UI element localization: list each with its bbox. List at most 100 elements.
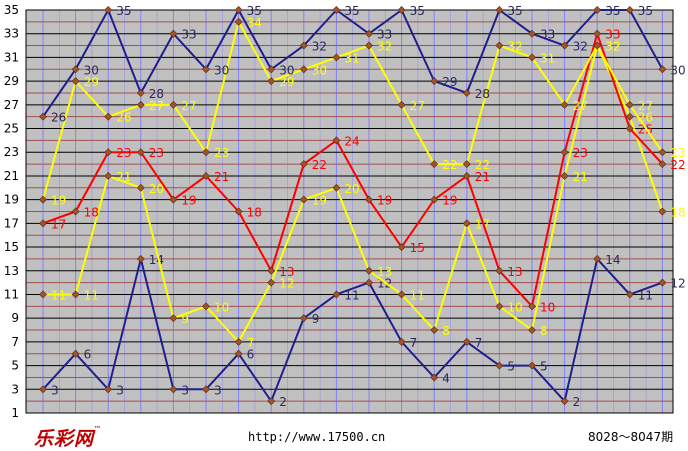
data-point (462, 171, 471, 180)
data-label: 13 (377, 265, 392, 279)
data-label: 30 (84, 63, 99, 77)
y-tick-label: 21 (4, 169, 19, 183)
y-tick-label: 27 (4, 98, 19, 112)
data-label: 17 (51, 217, 66, 231)
data-label: 13 (507, 265, 522, 279)
data-point (365, 29, 373, 38)
data-label: 28 (149, 87, 164, 101)
data-point (365, 266, 373, 275)
data-point (462, 89, 471, 97)
data-label: 4 (442, 371, 450, 385)
data-point (593, 29, 602, 38)
data-point (528, 326, 536, 334)
data-point (560, 100, 569, 109)
data-label: 5 (540, 360, 548, 374)
data-point (430, 195, 439, 204)
data-label: 32 (507, 40, 522, 54)
y-tick-label: 15 (4, 240, 19, 254)
data-label: 30 (312, 63, 327, 77)
data-label: 23 (670, 146, 685, 160)
data-point (560, 41, 569, 50)
data-label: 7 (410, 336, 418, 350)
y-tick-label: 1 (11, 406, 19, 420)
data-label: 26 (116, 111, 131, 125)
data-label: 21 (475, 170, 490, 184)
data-label: 23 (573, 146, 588, 160)
data-point (234, 349, 243, 358)
data-point (39, 290, 47, 299)
data-point (593, 6, 602, 14)
data-label: 12 (279, 277, 294, 291)
y-tick-label: 31 (4, 50, 19, 64)
data-point (658, 207, 667, 216)
data-point (299, 195, 308, 204)
data-point (430, 326, 439, 334)
data-label: 35 (116, 4, 131, 18)
data-label: 27 (149, 99, 164, 113)
data-label: 27 (410, 99, 425, 113)
data-point (495, 41, 504, 50)
data-label: 9 (312, 312, 320, 326)
data-point (169, 195, 178, 204)
y-tick-label: 35 (4, 3, 19, 17)
series-line (43, 44, 664, 343)
data-label: 11 (344, 288, 359, 302)
series-line (42, 32, 664, 308)
series-line (42, 9, 664, 118)
data-label: 6 (247, 348, 255, 362)
data-label: 10 (507, 300, 522, 314)
series-line (42, 20, 664, 200)
data-point (202, 171, 210, 180)
y-tick-label: 29 (4, 74, 19, 88)
data-label: 19 (377, 194, 392, 208)
data-label: 30 (214, 63, 229, 77)
data-point (299, 314, 308, 323)
data-point (71, 77, 80, 86)
data-label: 10 (214, 300, 229, 314)
site-url: http://www.17500.cn (248, 430, 386, 444)
data-point (332, 6, 341, 14)
data-point (495, 361, 504, 370)
data-label: 31 (344, 51, 359, 65)
data-point (495, 302, 504, 311)
data-label: 8 (540, 324, 548, 338)
data-point (39, 112, 47, 121)
data-label: 27 (638, 99, 653, 113)
data-label: 9 (181, 312, 189, 326)
data-point (528, 302, 536, 311)
issue-range: 8028～8047期 (588, 430, 674, 444)
data-label: 19 (442, 194, 457, 208)
data-label: 35 (410, 4, 425, 18)
data-point (71, 65, 80, 74)
data-label: 20 (149, 182, 164, 196)
data-label: 19 (181, 194, 196, 208)
data-label: 22 (312, 158, 327, 172)
data-label: 5 (507, 360, 515, 374)
data-label: 19 (312, 194, 327, 208)
data-point (332, 136, 341, 145)
data-point (365, 278, 373, 287)
data-label: 14 (149, 253, 164, 267)
data-point (495, 266, 504, 275)
data-point (560, 148, 569, 157)
data-label: 11 (51, 288, 66, 302)
data-label: 11 (84, 288, 99, 302)
data-label: 18 (670, 206, 685, 220)
data-point (625, 290, 634, 299)
data-point (169, 385, 178, 394)
data-point (332, 290, 341, 299)
data-label: 35 (638, 4, 653, 18)
data-point (658, 160, 667, 169)
data-point (397, 6, 406, 14)
data-label: 18 (84, 206, 99, 220)
data-label: 24 (344, 134, 359, 148)
data-point (136, 100, 145, 109)
data-point (462, 337, 471, 346)
data-point (397, 243, 406, 252)
data-label: 29 (84, 75, 99, 89)
data-point (528, 29, 536, 38)
data-point (136, 89, 145, 97)
data-point (202, 385, 210, 394)
